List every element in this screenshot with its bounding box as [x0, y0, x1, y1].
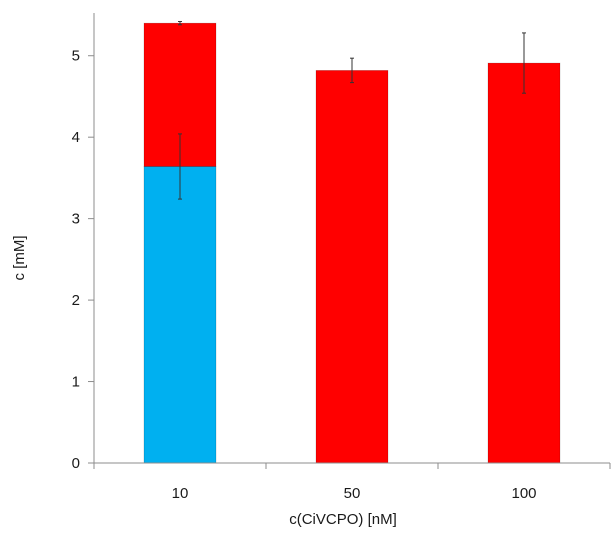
bar-100-series-1 — [487, 62, 561, 464]
y-tick-label-0: 0 — [72, 455, 80, 472]
axes-layer — [88, 13, 611, 469]
bars-layer — [143, 22, 561, 464]
x-tick-label-100: 100 — [511, 485, 536, 502]
y-tick-label-2: 2 — [72, 292, 80, 309]
bar-50-series-1 — [315, 70, 389, 464]
x-axis-title: c(CiVCPO) [nM] — [289, 511, 397, 528]
error-bars-layer — [178, 21, 526, 200]
bar-10-series-0 — [143, 166, 217, 464]
y-tick-label-1: 1 — [72, 374, 80, 391]
x-tick-label-50: 50 — [344, 485, 361, 502]
y-tick-label-3: 3 — [72, 211, 80, 228]
y-axis-title: c [mM] — [11, 236, 28, 281]
tick-labels-layer: 0 1 2 3 4 5 10 50 100 — [72, 48, 537, 502]
x-tick-label-10: 10 — [172, 485, 189, 502]
y-tick-label-4: 4 — [72, 129, 80, 146]
y-tick-label-5: 5 — [72, 48, 80, 65]
